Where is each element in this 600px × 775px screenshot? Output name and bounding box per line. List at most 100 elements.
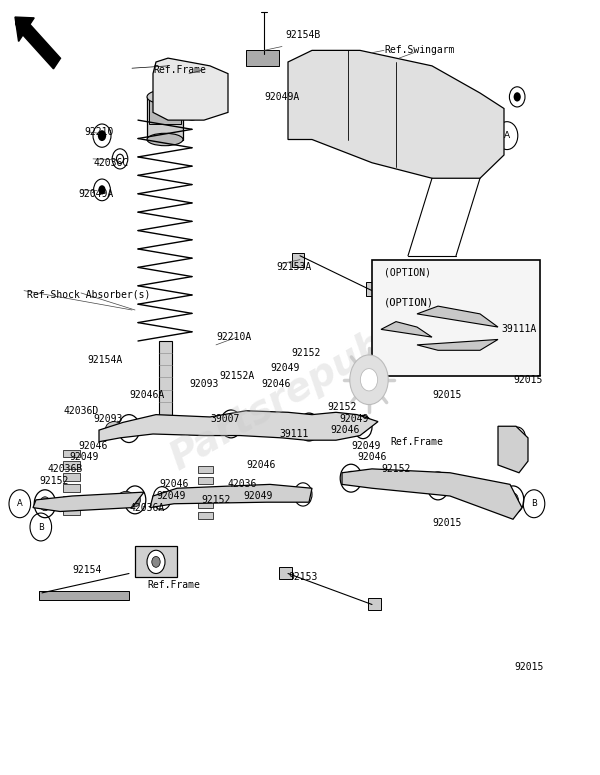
Text: 92049: 92049 <box>339 414 368 423</box>
Circle shape <box>509 427 526 449</box>
Circle shape <box>490 324 506 346</box>
Text: 92049: 92049 <box>243 491 272 501</box>
Text: 92152: 92152 <box>39 476 68 485</box>
Circle shape <box>98 130 106 141</box>
Ellipse shape <box>118 491 134 505</box>
Circle shape <box>330 74 342 89</box>
Polygon shape <box>99 411 378 442</box>
Polygon shape <box>417 306 498 327</box>
FancyBboxPatch shape <box>372 260 540 376</box>
Text: (OPTION): (OPTION) <box>384 268 431 277</box>
Text: 92152: 92152 <box>327 402 356 412</box>
Circle shape <box>158 493 166 504</box>
Polygon shape <box>33 492 144 512</box>
Circle shape <box>346 471 356 485</box>
Text: 92154B: 92154B <box>285 30 320 40</box>
Text: 92049: 92049 <box>351 441 380 450</box>
Text: 92210: 92210 <box>84 127 113 136</box>
Bar <box>198 477 213 484</box>
Circle shape <box>98 185 106 195</box>
Circle shape <box>93 124 111 147</box>
Text: 92093: 92093 <box>93 414 122 423</box>
Circle shape <box>508 493 518 507</box>
Text: 39007: 39007 <box>210 414 239 423</box>
Bar <box>246 50 279 66</box>
Ellipse shape <box>147 90 183 104</box>
Text: 92046: 92046 <box>330 425 359 435</box>
Circle shape <box>34 490 56 518</box>
Polygon shape <box>417 339 498 350</box>
Circle shape <box>298 413 320 441</box>
Circle shape <box>514 92 521 102</box>
Circle shape <box>321 62 351 101</box>
Text: Ref.Frame: Ref.Frame <box>153 65 206 74</box>
Circle shape <box>94 179 110 201</box>
Text: 92049: 92049 <box>156 491 185 501</box>
Circle shape <box>427 472 449 500</box>
Text: Ref.Frame: Ref.Frame <box>147 580 200 590</box>
Circle shape <box>124 422 134 436</box>
Text: 92046: 92046 <box>159 480 188 489</box>
Bar <box>63 484 80 492</box>
Text: 92046: 92046 <box>246 460 275 470</box>
Text: 92153: 92153 <box>288 573 317 582</box>
Circle shape <box>509 87 525 107</box>
Text: 92152: 92152 <box>381 464 410 474</box>
Ellipse shape <box>292 420 308 434</box>
Circle shape <box>361 369 377 391</box>
Ellipse shape <box>214 417 230 431</box>
Bar <box>292 253 304 267</box>
Circle shape <box>411 304 427 324</box>
Circle shape <box>169 71 191 99</box>
Text: 92046: 92046 <box>357 453 386 462</box>
Text: 92015: 92015 <box>432 391 461 400</box>
Circle shape <box>304 420 314 434</box>
Circle shape <box>220 410 242 438</box>
Text: 92152A: 92152A <box>219 371 254 381</box>
Text: 92152: 92152 <box>201 495 230 505</box>
Ellipse shape <box>147 133 183 146</box>
Bar <box>135 546 177 577</box>
Bar <box>63 496 80 504</box>
Bar <box>159 341 172 415</box>
Circle shape <box>152 556 160 567</box>
Text: 42036A: 42036A <box>129 503 164 512</box>
Text: Ref.Frame: Ref.Frame <box>390 437 443 446</box>
Text: 92049: 92049 <box>270 363 299 373</box>
Circle shape <box>340 464 362 492</box>
Text: 42036D: 42036D <box>63 406 98 415</box>
Circle shape <box>147 550 165 574</box>
Polygon shape <box>150 484 312 508</box>
Text: 92046: 92046 <box>78 441 107 450</box>
Bar <box>39 591 129 600</box>
Text: Ref.Swingarm: Ref.Swingarm <box>384 46 455 55</box>
Bar <box>279 567 292 579</box>
Bar <box>149 97 181 124</box>
Circle shape <box>350 355 388 405</box>
Text: 92210A: 92210A <box>216 332 251 342</box>
Circle shape <box>299 489 307 500</box>
Text: (OPTION): (OPTION) <box>384 298 434 307</box>
Text: 92154A: 92154A <box>87 356 122 365</box>
Text: 92046A: 92046A <box>129 391 164 400</box>
Text: 92015: 92015 <box>432 518 461 528</box>
Circle shape <box>153 487 171 510</box>
Circle shape <box>183 97 201 120</box>
Text: 92015: 92015 <box>513 375 542 384</box>
Text: B: B <box>38 522 44 532</box>
Bar <box>366 282 378 296</box>
Polygon shape <box>153 58 228 120</box>
Text: Partsrepublik: Partsrepublik <box>163 298 437 477</box>
Circle shape <box>502 486 524 514</box>
Bar <box>63 461 80 469</box>
Polygon shape <box>288 50 504 178</box>
Text: 92049A: 92049A <box>264 92 299 102</box>
Circle shape <box>124 486 146 514</box>
Bar <box>198 489 213 496</box>
Text: 92152: 92152 <box>291 348 320 357</box>
Circle shape <box>374 319 391 340</box>
Polygon shape <box>381 322 432 337</box>
Circle shape <box>509 443 526 464</box>
Text: Ref.Shock Absorber(s): Ref.Shock Absorber(s) <box>27 290 151 299</box>
Circle shape <box>130 493 140 507</box>
